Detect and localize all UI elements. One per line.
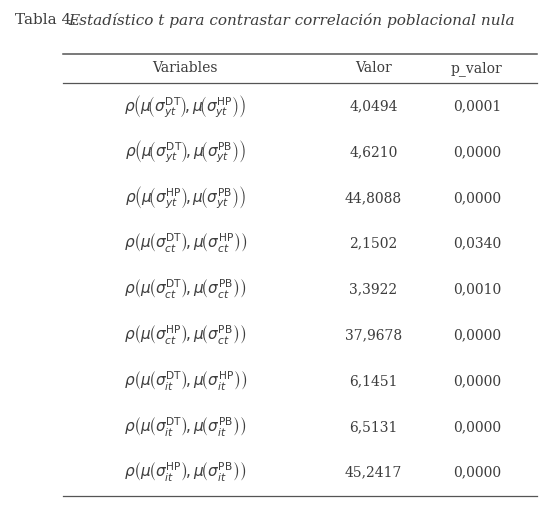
- Text: $\rho\left(\mu\!\left(\sigma_{yt}^{\mathsf{DT}}\right)\!,\mu\!\left(\sigma_{yt}^: $\rho\left(\mu\!\left(\sigma_{yt}^{\math…: [125, 138, 246, 166]
- Text: $\rho\left(\mu\!\left(\sigma_{yt}^{\mathsf{HP}}\right)\!,\mu\!\left(\sigma_{yt}^: $\rho\left(\mu\!\left(\sigma_{yt}^{\math…: [125, 184, 246, 211]
- Text: Tabla 4.: Tabla 4.: [15, 13, 81, 27]
- Text: 0,0010: 0,0010: [453, 283, 501, 296]
- Text: 0,0340: 0,0340: [453, 237, 501, 251]
- Text: 0,0000: 0,0000: [453, 191, 501, 205]
- Text: Variables: Variables: [153, 61, 218, 76]
- Text: 44,8088: 44,8088: [345, 191, 402, 205]
- Text: 0,0000: 0,0000: [453, 374, 501, 388]
- Text: $\rho\left(\mu\!\left(\sigma_{it}^{\mathsf{HP}}\right)\!,\mu\!\left(\sigma_{it}^: $\rho\left(\mu\!\left(\sigma_{it}^{\math…: [124, 461, 246, 484]
- Text: 0,0000: 0,0000: [453, 420, 501, 434]
- Text: 6,5131: 6,5131: [349, 420, 397, 434]
- Text: $\rho\left(\mu\!\left(\sigma_{ct}^{\mathsf{HP}}\right)\!,\mu\!\left(\sigma_{ct}^: $\rho\left(\mu\!\left(\sigma_{ct}^{\math…: [124, 323, 246, 347]
- Text: 0,0000: 0,0000: [453, 466, 501, 480]
- Text: $\rho\left(\mu\!\left(\sigma_{it}^{\mathsf{DT}}\right)\!,\mu\!\left(\sigma_{it}^: $\rho\left(\mu\!\left(\sigma_{it}^{\math…: [124, 369, 247, 393]
- Text: 37,9678: 37,9678: [345, 328, 402, 342]
- Text: 3,3922: 3,3922: [349, 283, 397, 296]
- Text: $\rho\left(\mu\!\left(\sigma_{yt}^{\mathsf{DT}}\right)\!,\mu\!\left(\sigma_{yt}^: $\rho\left(\mu\!\left(\sigma_{yt}^{\math…: [124, 93, 246, 120]
- Text: 2,1502: 2,1502: [349, 237, 397, 251]
- Text: Valor: Valor: [355, 61, 392, 76]
- Text: 0,0000: 0,0000: [453, 328, 501, 342]
- Text: 4,6210: 4,6210: [349, 145, 397, 159]
- Text: $\rho\left(\mu\!\left(\sigma_{it}^{\mathsf{DT}}\right)\!,\mu\!\left(\sigma_{it}^: $\rho\left(\mu\!\left(\sigma_{it}^{\math…: [124, 415, 247, 438]
- Text: $\rho\left(\mu\!\left(\sigma_{ct}^{\mathsf{DT}}\right)\!,\mu\!\left(\sigma_{ct}^: $\rho\left(\mu\!\left(\sigma_{ct}^{\math…: [124, 278, 247, 301]
- Text: $\rho\left(\mu\!\left(\sigma_{ct}^{\mathsf{DT}}\right)\!,\mu\!\left(\sigma_{ct}^: $\rho\left(\mu\!\left(\sigma_{ct}^{\math…: [124, 232, 247, 256]
- Text: p_valor: p_valor: [451, 61, 502, 76]
- Text: 4,0494: 4,0494: [349, 99, 397, 113]
- Text: Estadístico t para contrastar correlación poblacional nula: Estadístico t para contrastar correlació…: [69, 13, 515, 28]
- Text: 0,0000: 0,0000: [453, 145, 501, 159]
- Text: 6,1451: 6,1451: [349, 374, 397, 388]
- Text: 45,2417: 45,2417: [344, 466, 402, 480]
- Text: 0,0001: 0,0001: [453, 99, 501, 113]
